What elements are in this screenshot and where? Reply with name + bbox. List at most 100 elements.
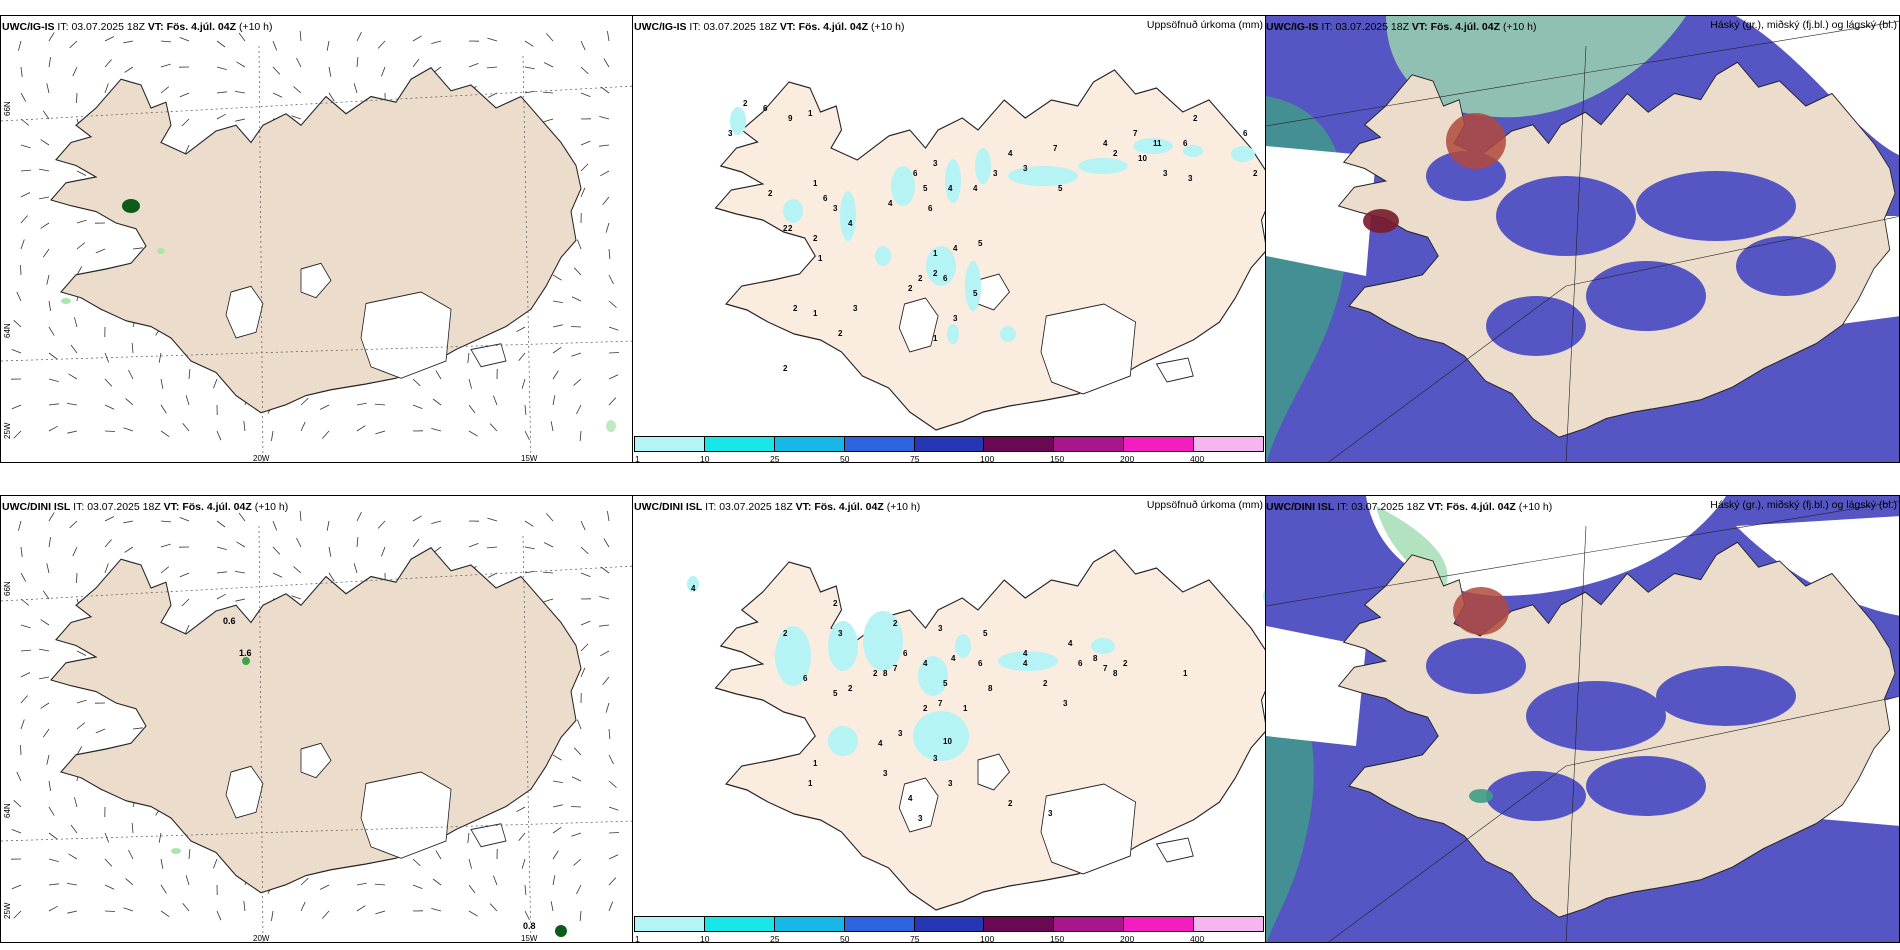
wind-barb [431,520,442,524]
wind-barb [158,832,162,843]
precip-value: 4 [1103,139,1108,148]
legend-swatch [1124,917,1195,931]
wind-barb [272,572,283,578]
wind-barb [67,403,78,406]
wind-barb [573,378,582,386]
precip-value: 4 [888,199,893,208]
wind-barb [524,546,535,550]
wind-barb [67,430,78,434]
precip-value: 3 [833,204,838,213]
precip-value: 2 [768,189,773,198]
wind-barb [374,403,386,406]
wind-barb [375,430,386,435]
wind-barb [608,780,617,788]
wind-barb [272,520,277,531]
precip-value: 4 [848,219,853,228]
wind-barb [104,378,113,387]
precip-value: 3 [838,629,843,638]
precip-value: 3 [1023,164,1028,173]
wind-barb [608,352,620,354]
wind-barb [76,92,78,104]
precip-value: 6 [928,204,933,213]
wind-barb [608,854,619,860]
wind-barb [577,719,582,730]
wind-barb [580,40,586,51]
wind-barb [70,344,78,354]
wind-barb [128,849,134,860]
precip-value: 7 [1103,664,1108,673]
wind-barb [20,672,31,678]
precip-value: 10 [943,737,952,746]
wind-barb [179,517,190,522]
wind-barb [608,374,619,380]
precip-value: 4 [953,244,958,253]
precip-blobs [61,199,616,432]
wind-barb [271,430,274,441]
glaciers [225,742,507,859]
wind-barb [104,430,116,432]
wind-barb [602,676,610,686]
precip-value: 4 [1023,649,1028,658]
wind-barb [552,826,562,834]
graticule-line [1,85,632,122]
wind-barb [319,884,330,890]
wind-barb [160,566,170,574]
wind-barb [216,910,222,921]
precip-value: 7 [938,699,943,708]
wind-barb [76,572,78,584]
panel-right-title: Uppsöfnuð úrkoma (mm) [1146,499,1263,511]
wind-barb [381,66,386,77]
wind-barb [580,546,589,555]
wind-barb [468,884,476,894]
wind-barb [412,378,421,387]
panel-header: UWC/IG-IS IT: 03.07.2025 18Z VT: Fös. 4.… [634,21,905,33]
precip-value: 1 [933,249,938,258]
glaciers [898,753,1194,875]
wind-barb [570,806,582,808]
wind-barb [487,517,498,522]
wind-barb [104,83,109,94]
cloud-map-panel-ig-is: Háský (gr.), miðský (fj.bl.) og lágský (… [1265,15,1900,463]
wind-barb [552,875,556,886]
wind-barb [328,92,335,102]
glacier [360,771,452,859]
glaciers [225,262,507,379]
wind-barb [76,170,87,176]
wind-barb [216,571,227,574]
precip-value: 0.6 [223,616,236,626]
wind-barb [48,300,51,311]
wind-barb [608,248,611,260]
wind-barb [356,882,367,886]
wind-barb [299,510,302,522]
wind-barb [188,848,191,860]
wind-barb [580,667,586,678]
wind-barb [524,910,530,921]
wind-barb [571,296,582,302]
wind-barb [131,342,134,354]
wind-barb [213,378,218,389]
wind-barb [160,63,171,68]
wind-barb [607,31,610,42]
wind-barb [236,541,246,548]
wind-barb [42,248,50,258]
precip-value: 3 [1188,174,1193,183]
wind-barb [605,702,610,713]
wind-barb [104,884,115,890]
wind-barb [431,428,442,432]
wind-barb [20,695,28,704]
wind-barb [570,326,582,328]
precip-legend-labels: 1 10 25 50 75 100 150 200 400 [634,934,1264,942]
wind-map-panel-dini: 0.6 1.6 0.8 20W 15W 66N 64N 25W [0,495,633,943]
graticule [1,45,632,462]
lon-label-15w: 15W [521,454,538,463]
wind-barb [524,884,527,896]
graticule [1266,21,1899,462]
wind-barb [235,598,246,602]
wind-barb [516,806,526,813]
wind-barb [356,536,359,548]
wind-barb [571,832,582,837]
wind-barb [216,593,226,600]
precip-value: 3 [1163,169,1168,178]
lat-label-66n: 66N [3,101,12,116]
